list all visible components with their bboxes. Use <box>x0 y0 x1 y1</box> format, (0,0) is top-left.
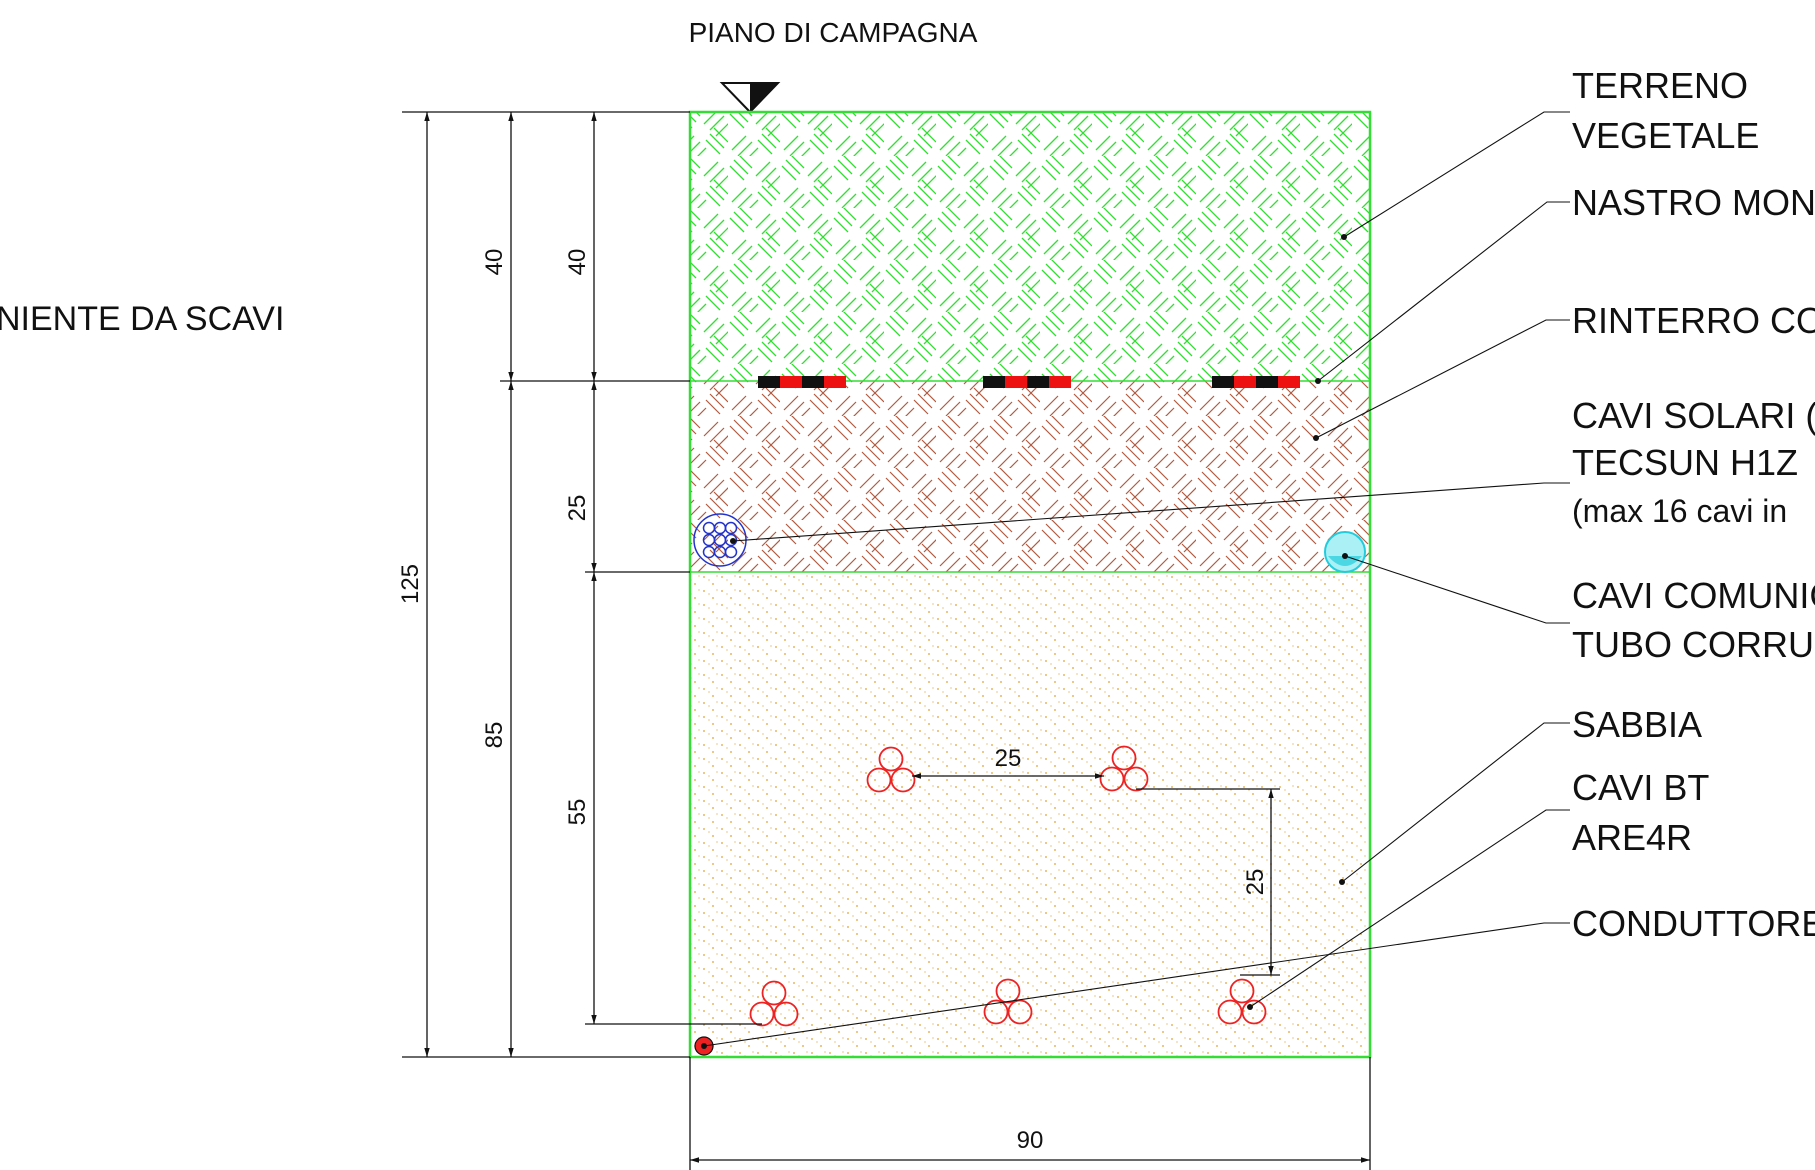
trench-outline <box>688 110 1372 1059</box>
legend-cavi-bt-1: CAVI BT <box>1572 767 1709 808</box>
legend-cavi-solari-2: TECSUN H1Z <box>1572 442 1798 483</box>
legend-rinterro: RINTERRO CO <box>1572 300 1815 341</box>
dim-bt-horizontal: 25 <box>995 745 1022 772</box>
legend-nastro: NASTRO MON <box>1572 182 1815 223</box>
legend-cavi-solari-1: CAVI SOLARI ( <box>1572 395 1815 436</box>
legend-terreno-1: TERRENO <box>1572 65 1748 106</box>
leader-lines <box>703 111 1570 1047</box>
legend-cavi-comunicazione-1: CAVI COMUNIC <box>1572 575 1815 616</box>
dim-mid-middle: 25 <box>564 495 591 522</box>
bt-cables <box>749 745 1267 1027</box>
solar-cable-bundle <box>693 513 747 567</box>
dim-left-upper: 40 <box>481 249 508 276</box>
legend-sabbia: SABBIA <box>1572 704 1702 745</box>
legend-cavi-solari-3: (max 16 cavi in <box>1572 493 1787 529</box>
ground-level-symbol <box>719 82 781 114</box>
dim-width: 90 <box>1017 1127 1044 1154</box>
communication-tube <box>1324 531 1366 573</box>
leader-dots <box>730 234 1348 1010</box>
topsoil-layer <box>690 112 1370 381</box>
legend-cavi-comunicazione-2: TUBO CORRU <box>1572 624 1814 665</box>
backfill-layer <box>690 381 1370 572</box>
dim-bt-vertical: 25 <box>1242 869 1269 896</box>
dimension-lines <box>402 111 1371 1170</box>
dim-mid-lower: 55 <box>564 799 591 826</box>
dim-total-depth: 125 <box>397 564 424 604</box>
legend-conduttore: CONDUTTORE <box>1572 903 1815 944</box>
legend-cavi-bt-2: ARE4R <box>1572 817 1692 858</box>
sand-layer <box>690 572 1370 1057</box>
legend-terreno-2: VEGETALE <box>1572 115 1759 156</box>
ground-level-label: PIANO DI CAMPAGNA <box>689 17 978 48</box>
warning-tape <box>758 376 1300 388</box>
left-label: NIENTE DA SCAVI <box>0 300 284 338</box>
dim-left-lower: 85 <box>481 722 508 749</box>
dim-mid-upper: 40 <box>564 249 591 276</box>
